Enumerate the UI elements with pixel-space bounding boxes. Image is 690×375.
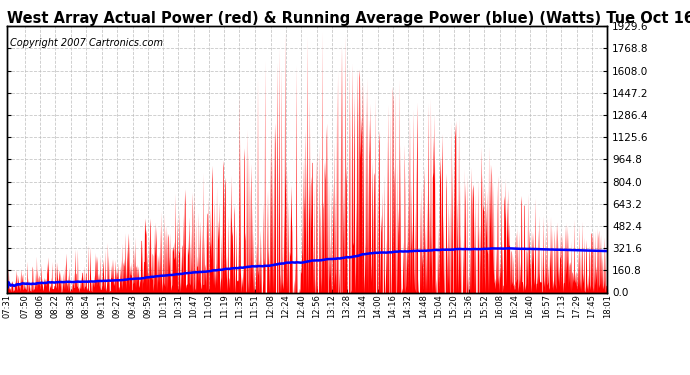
Text: West Array Actual Power (red) & Running Average Power (blue) (Watts) Tue Oct 16 : West Array Actual Power (red) & Running … xyxy=(7,11,690,26)
Text: Copyright 2007 Cartronics.com: Copyright 2007 Cartronics.com xyxy=(10,38,163,48)
